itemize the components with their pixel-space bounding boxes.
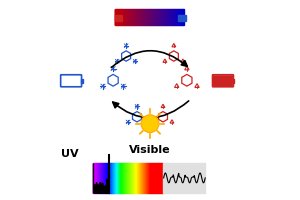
Text: UV: UV (61, 149, 79, 159)
Bar (163, 163, 205, 193)
Bar (233, 79, 234, 83)
FancyBboxPatch shape (212, 75, 233, 87)
FancyBboxPatch shape (61, 75, 82, 87)
Text: Visible: Visible (129, 145, 171, 155)
Polygon shape (178, 15, 185, 21)
FancyBboxPatch shape (214, 76, 232, 86)
Circle shape (141, 115, 159, 133)
Polygon shape (115, 15, 122, 21)
Bar (81, 79, 82, 83)
